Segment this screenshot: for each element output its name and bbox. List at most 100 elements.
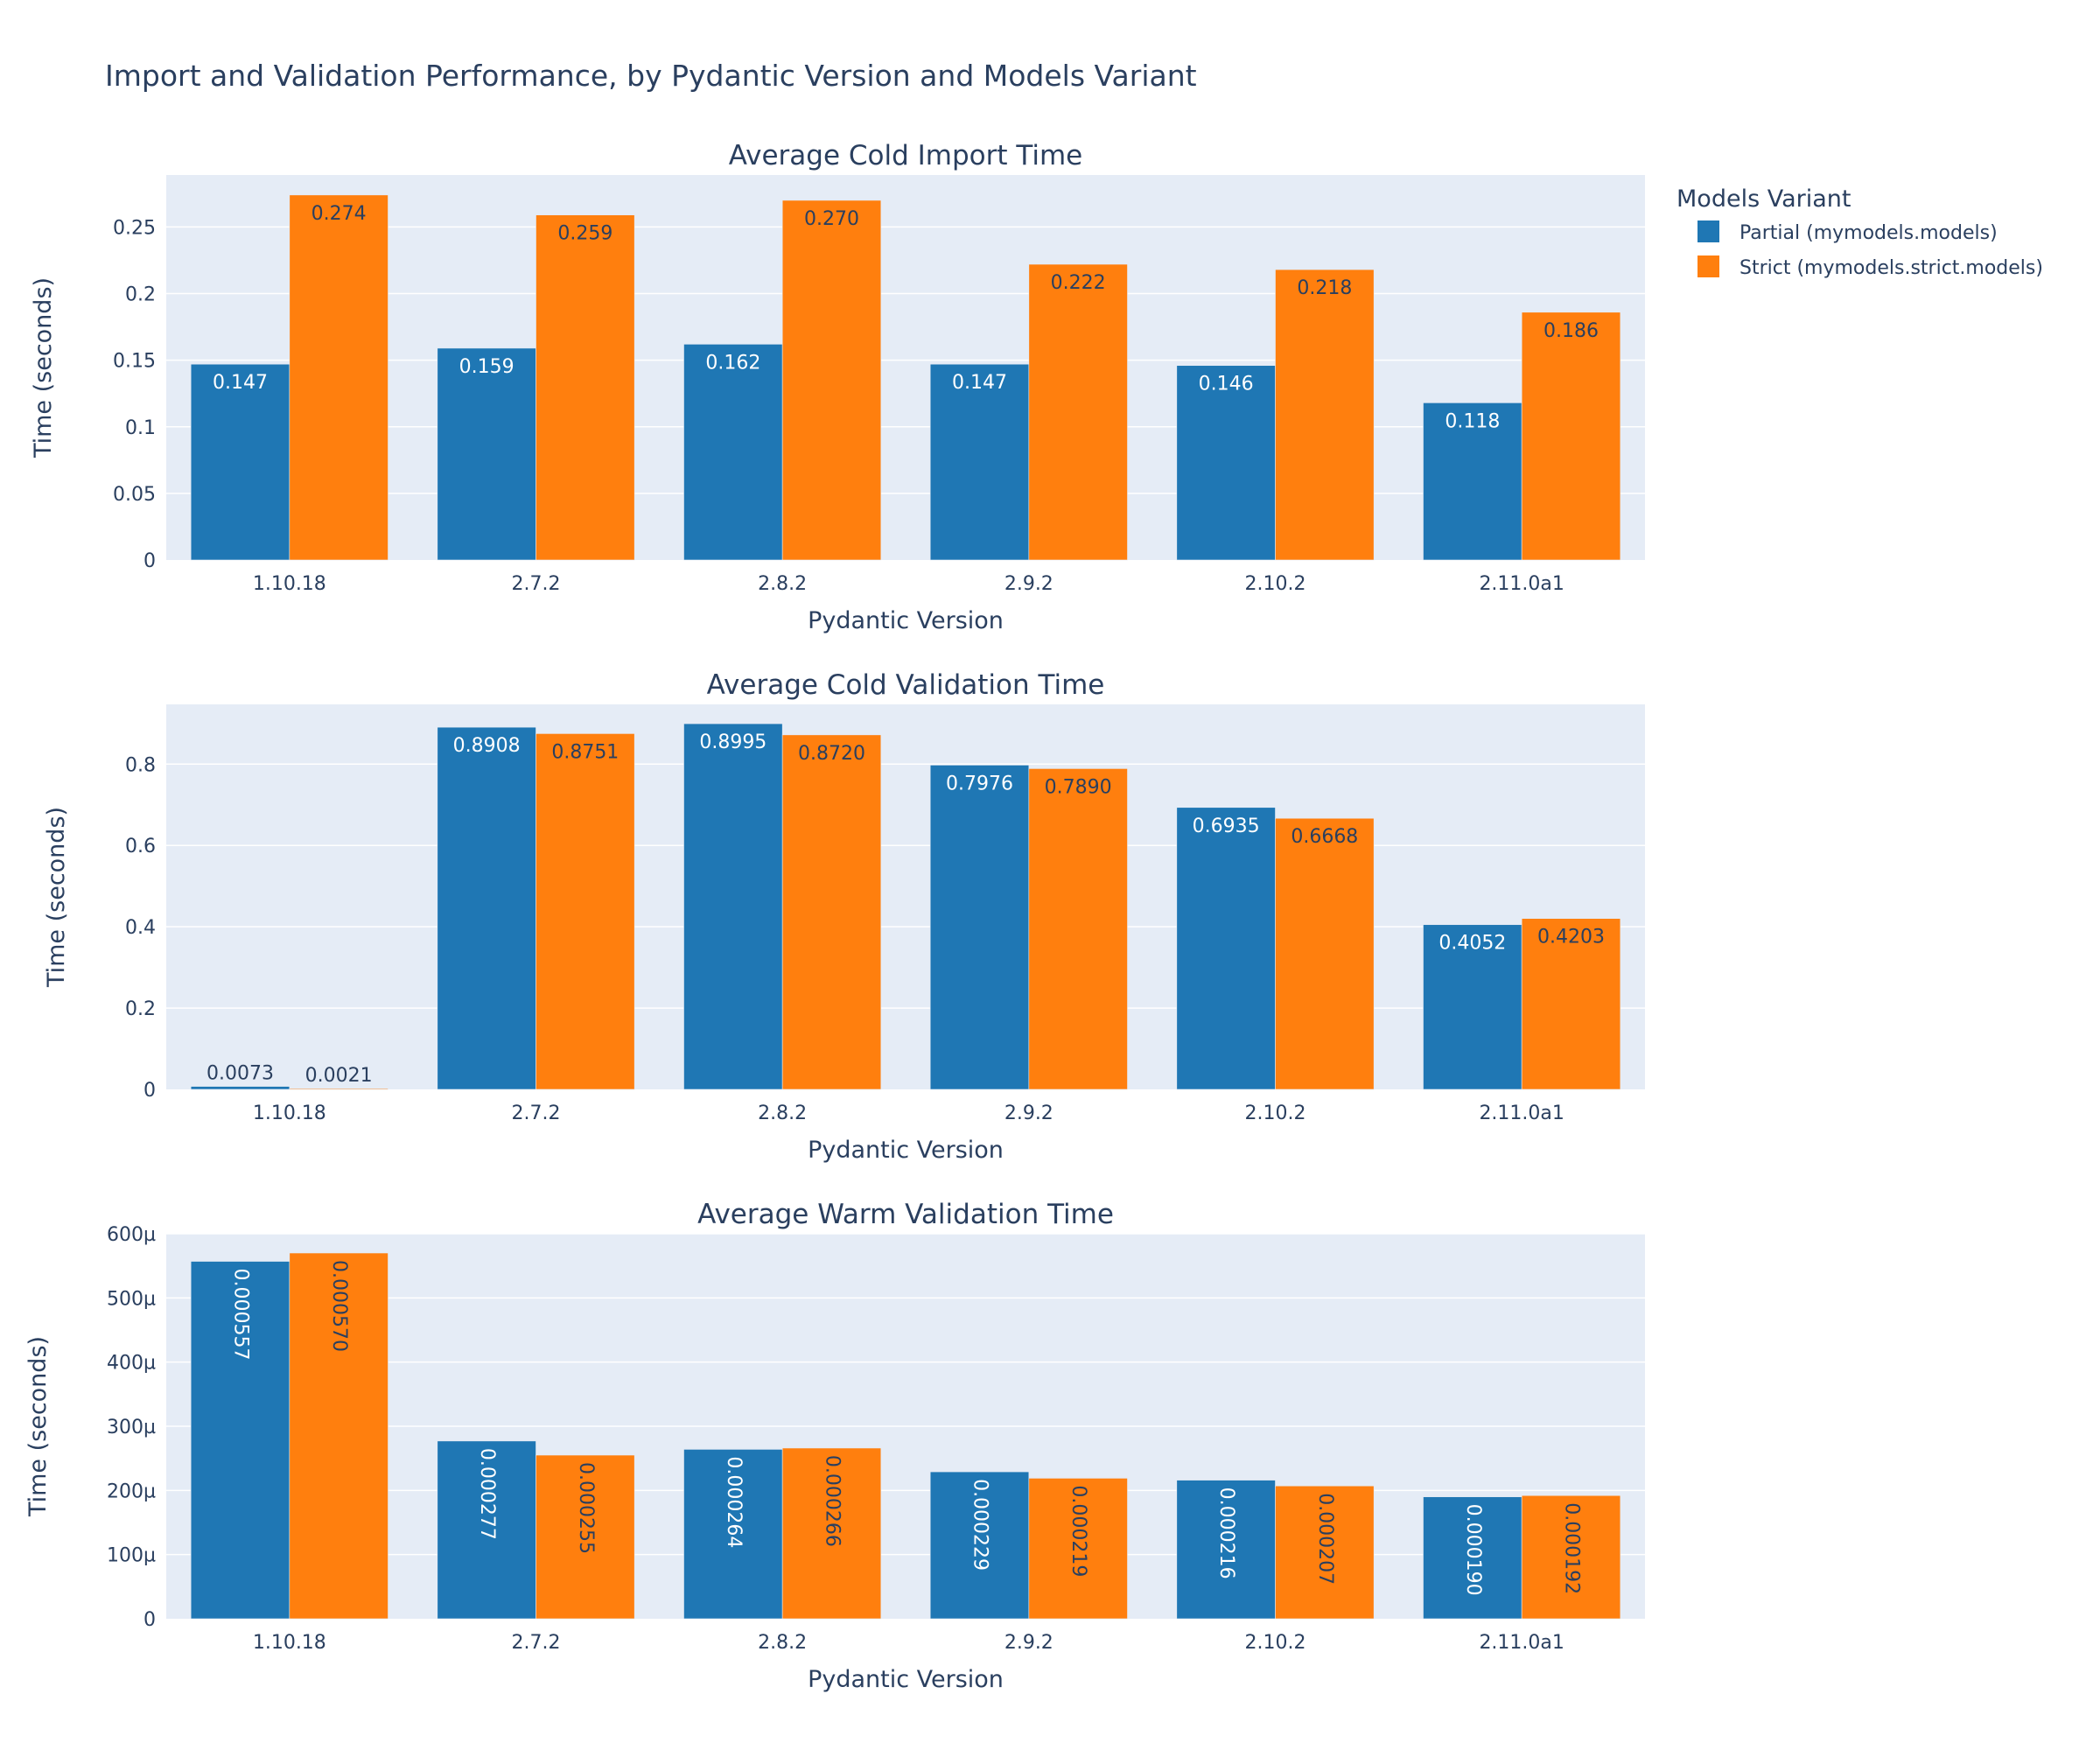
y-tick-label: 0.4 xyxy=(125,917,156,939)
y-tick-label: 0.2 xyxy=(125,998,156,1020)
bar-partial[interactable] xyxy=(683,344,783,561)
x-tick-label: 2.7.2 xyxy=(512,573,561,595)
data-label-partial: 0.000277 xyxy=(476,1448,498,1540)
y-tick-label: 0.1 xyxy=(125,417,156,439)
x-tick-label: 1.10.18 xyxy=(253,573,326,595)
bar-strict[interactable] xyxy=(1521,1494,1621,1620)
bar-strict[interactable] xyxy=(1521,918,1621,1090)
y-tick-label: 0 xyxy=(144,1609,156,1631)
x-tick-label: 2.9.2 xyxy=(1004,1102,1054,1124)
data-label-partial: 0.7976 xyxy=(946,773,1013,794)
y-tick-label: 200µ xyxy=(107,1480,156,1502)
x-tick-label: 2.7.2 xyxy=(512,1632,561,1654)
y-tick-label: 600µ xyxy=(107,1224,156,1246)
data-label-strict: 0.218 xyxy=(1297,277,1352,299)
x-tick-label: 2.7.2 xyxy=(512,1102,561,1124)
y-tick-label: 0.05 xyxy=(113,484,156,506)
data-label-strict: 0.6668 xyxy=(1291,826,1358,848)
data-label-partial: 0.159 xyxy=(459,356,514,378)
subplot-2: 0 0.2 0.4 0.6 0.8 Average Cold Validation Tim… xyxy=(43,669,1645,1164)
bar-strict[interactable] xyxy=(289,1252,388,1620)
y-axis-title: Time (seconds) xyxy=(24,1336,52,1517)
x-tick-label: 2.11.0a1 xyxy=(1479,573,1564,595)
data-label-partial: 0.146 xyxy=(1199,374,1254,396)
bar-partial[interactable] xyxy=(929,765,1030,1090)
y-tick-label: 100µ xyxy=(107,1545,156,1567)
bar-strict[interactable] xyxy=(536,733,635,1090)
data-label-strict: 0.259 xyxy=(557,223,612,245)
bar-strict[interactable] xyxy=(1028,263,1128,561)
bar-strict[interactable] xyxy=(1275,1485,1375,1620)
bar-partial[interactable] xyxy=(190,363,290,561)
y-tick-label: 0.6 xyxy=(125,836,156,858)
data-label-partial: 0.000216 xyxy=(1215,1488,1237,1579)
bar-strict[interactable] xyxy=(1028,1478,1128,1620)
plot-area xyxy=(166,704,1645,1089)
x-tick-label: 2.9.2 xyxy=(1004,573,1054,595)
bar-partial[interactable] xyxy=(1176,807,1276,1090)
y-tick-label: 0.15 xyxy=(113,351,156,373)
bar-strict[interactable] xyxy=(781,734,882,1090)
subplot-title: Average Cold Import Time xyxy=(729,140,1083,172)
bar-strict[interactable] xyxy=(1275,269,1375,561)
data-label-partial: 0.4052 xyxy=(1438,933,1506,955)
bar-partial[interactable] xyxy=(683,723,783,1090)
data-label-strict: 0.000266 xyxy=(822,1455,844,1547)
legend-label-partial: Partial (mymodels.models) xyxy=(1740,222,1998,244)
y-tick-label: 500µ xyxy=(107,1288,156,1310)
y-tick-label: 300µ xyxy=(107,1417,156,1438)
bar-partial[interactable] xyxy=(437,1440,536,1620)
bar-strict[interactable] xyxy=(781,200,882,561)
bar-partial[interactable] xyxy=(190,1261,290,1620)
x-tick-label: 2.10.2 xyxy=(1245,1102,1306,1124)
bar-partial[interactable] xyxy=(1176,1480,1276,1620)
y-tick-label: 0.2 xyxy=(125,284,156,306)
bar-partial[interactable] xyxy=(190,1086,290,1090)
legend-swatch-partial xyxy=(1698,220,1719,242)
bar-partial[interactable] xyxy=(437,726,536,1090)
bar-strict[interactable] xyxy=(536,214,635,561)
data-label-strict: 0.000207 xyxy=(1314,1493,1336,1585)
y-tick-label: 0 xyxy=(144,550,156,572)
data-label-partial: 0.0073 xyxy=(206,1063,274,1085)
data-label-strict: 0.270 xyxy=(804,208,859,230)
bar-strict[interactable] xyxy=(1028,768,1128,1090)
data-label-partial: 0.000264 xyxy=(723,1456,745,1548)
bar-partial[interactable] xyxy=(929,363,1030,561)
y-axis-title: Time (seconds) xyxy=(30,277,57,458)
y-tick-label: 400µ xyxy=(107,1353,156,1375)
bar-strict[interactable] xyxy=(289,194,388,561)
bar-partial[interactable] xyxy=(1423,402,1522,561)
data-label-strict: 0.274 xyxy=(312,203,367,225)
data-label-partial: 0.8995 xyxy=(699,732,766,753)
y-tick-label: 0.8 xyxy=(125,754,156,776)
bar-strict[interactable] xyxy=(1275,817,1375,1090)
bar-partial[interactable] xyxy=(437,347,536,561)
legend-item-strict[interactable]: Strict (mymodels.strict.models) xyxy=(1698,256,2043,279)
bar-strict[interactable] xyxy=(289,1088,388,1090)
data-label-partial: 0.000229 xyxy=(970,1479,991,1571)
data-label-partial: 0.118 xyxy=(1445,410,1500,432)
x-tick-label: 2.11.0a1 xyxy=(1479,1102,1564,1124)
legend-item-partial[interactable]: Partial (mymodels.models) xyxy=(1698,220,1998,244)
data-label-strict: 0.000570 xyxy=(328,1260,350,1352)
data-label-partial: 0.162 xyxy=(705,352,760,374)
data-label-partial: 0.000557 xyxy=(230,1269,252,1361)
legend-title: Models Variant xyxy=(1676,186,1851,213)
bar-partial[interactable] xyxy=(1423,924,1522,1090)
bar-partial[interactable] xyxy=(929,1471,1030,1620)
bar-strict[interactable] xyxy=(781,1447,882,1620)
data-label-strict: 0.000192 xyxy=(1561,1502,1583,1594)
x-axis-title: Pydantic Version xyxy=(808,1666,1004,1693)
bar-partial[interactable] xyxy=(1176,365,1276,561)
bar-strict[interactable] xyxy=(1521,312,1621,561)
bar-strict[interactable] xyxy=(536,1454,635,1620)
bar-partial[interactable] xyxy=(1423,1496,1522,1620)
legend-swatch-strict xyxy=(1698,256,1719,277)
x-tick-label: 1.10.18 xyxy=(253,1102,326,1124)
subplot-3: 0 100µ 200µ 300µ 400µ 500µ 600µ Average Warm Va… xyxy=(24,1199,1645,1693)
y-axis-title: Time (seconds) xyxy=(43,807,70,988)
data-label-strict: 0.0021 xyxy=(305,1065,373,1087)
x-tick-label: 2.8.2 xyxy=(758,1632,807,1654)
